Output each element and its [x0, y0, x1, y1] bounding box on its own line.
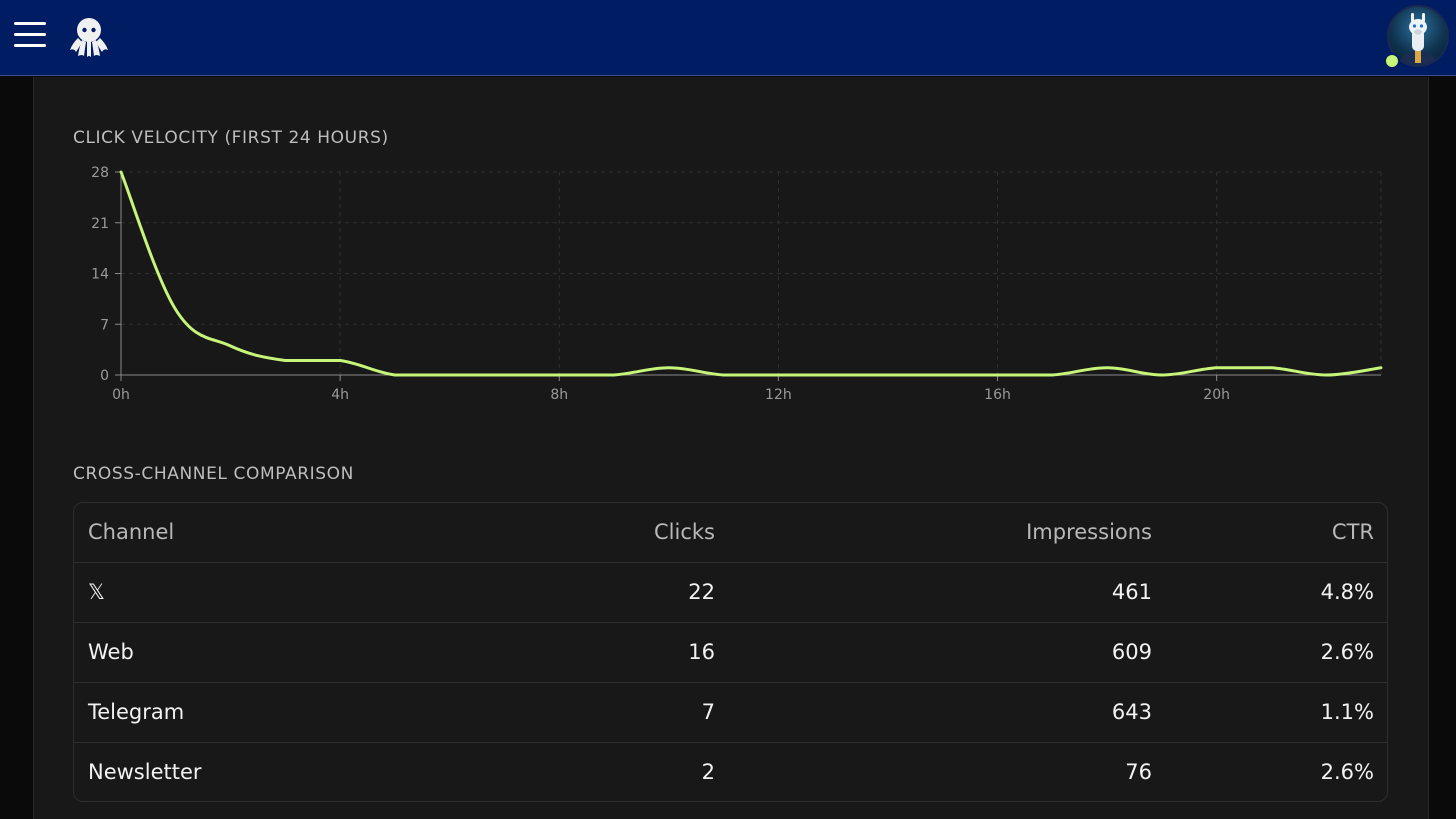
- octopus-logo-icon[interactable]: [66, 14, 112, 60]
- x-tick-label: 4h: [331, 387, 349, 403]
- channel-name: Web: [88, 640, 134, 664]
- table-row: Web 16 609 2.6%: [74, 623, 1387, 683]
- channel-clicks: 2: [701, 760, 715, 784]
- hamburger-menu-icon[interactable]: [14, 22, 46, 52]
- channel-clicks: 16: [688, 640, 715, 664]
- y-tick-label: 7: [100, 317, 109, 333]
- x-tick-label: 20h: [1203, 387, 1230, 403]
- channel-clicks: 22: [688, 580, 715, 604]
- x-tick-label: 0h: [112, 387, 130, 403]
- online-status-dot: [1384, 53, 1400, 69]
- x-tick-label: 16h: [984, 387, 1011, 403]
- channel-impressions: 76: [1125, 760, 1152, 784]
- channel-impressions: 643: [1111, 700, 1152, 724]
- cross-channel-table: Channel Clicks Impressions CTR 𝕏 22 461 …: [73, 502, 1388, 802]
- channel-impressions: 609: [1111, 640, 1152, 664]
- channel-name: 𝕏: [88, 580, 105, 604]
- y-tick-label: 21: [91, 216, 109, 232]
- velocity-section-title: CLICK VELOCITY (FIRST 24 HOURS): [73, 128, 389, 148]
- channel-ctr: 1.1%: [1320, 700, 1374, 724]
- y-tick-label: 14: [91, 267, 109, 283]
- channel-clicks: 7: [701, 700, 715, 724]
- click-velocity-chart: 0 7 14 21 28 0h 4h 8h 12h 16h 20h: [73, 160, 1393, 410]
- click-velocity-chart-svg: 0 7 14 21 28 0h 4h 8h 12h 16h 20h: [91, 165, 1383, 403]
- y-tick-label: 0: [100, 368, 109, 384]
- x-tick-label: 8h: [550, 387, 568, 403]
- channel-ctr: 2.6%: [1320, 760, 1374, 784]
- comparison-section-title: CROSS-CHANNEL COMPARISON: [73, 464, 354, 484]
- table-row: Newsletter 2 76 2.6%: [74, 743, 1387, 801]
- column-header-channel[interactable]: Channel: [88, 520, 175, 544]
- table-row: 𝕏 22 461 4.8%: [74, 563, 1387, 623]
- table-header-row: Channel Clicks Impressions CTR: [74, 503, 1387, 563]
- velocity-series-line: [119, 170, 1383, 377]
- x-tick-label: 12h: [765, 387, 792, 403]
- channel-name: Newsletter: [88, 760, 202, 784]
- column-header-clicks[interactable]: Clicks: [654, 520, 715, 544]
- channel-impressions: 461: [1111, 580, 1152, 604]
- channel-name: Telegram: [88, 700, 185, 724]
- y-tick-label: 28: [91, 165, 109, 181]
- column-header-impressions[interactable]: Impressions: [1026, 520, 1152, 544]
- top-bar: [0, 0, 1456, 76]
- table-row: Telegram 7 643 1.1%: [74, 683, 1387, 743]
- channel-ctr: 4.8%: [1320, 580, 1374, 604]
- column-header-ctr[interactable]: CTR: [1331, 520, 1374, 544]
- channel-ctr: 2.6%: [1320, 640, 1374, 664]
